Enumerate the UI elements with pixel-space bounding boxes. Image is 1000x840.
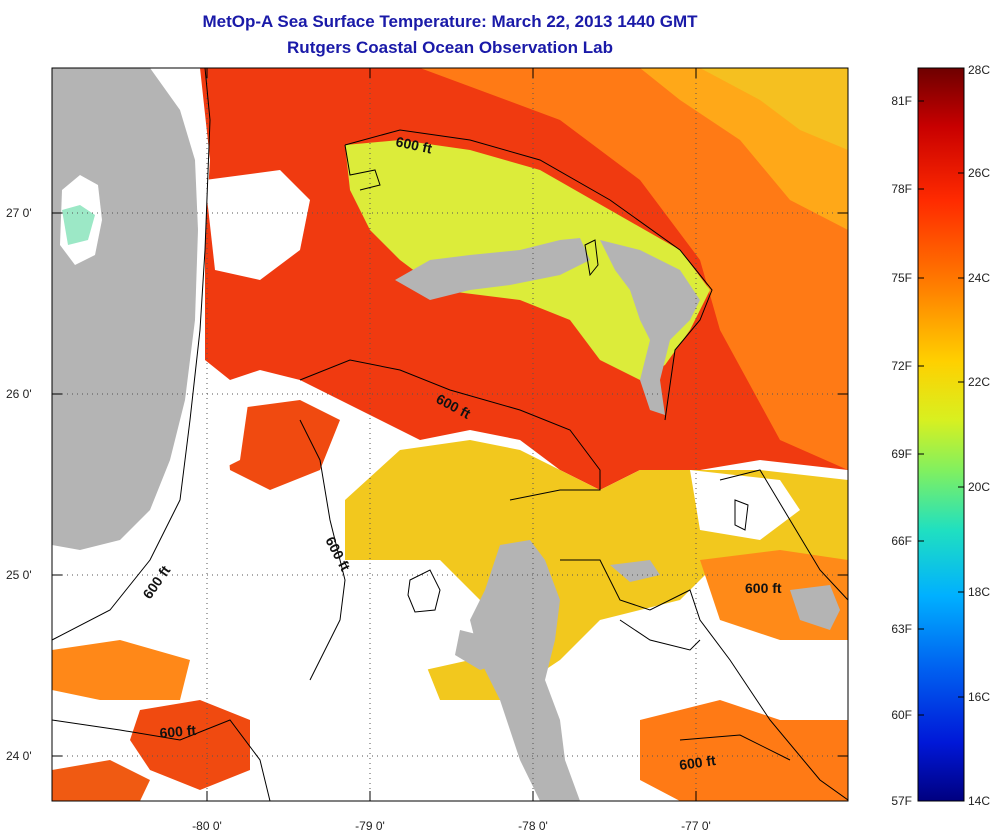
grand-bahama-land bbox=[395, 238, 590, 300]
cb-c-16: 16C bbox=[968, 690, 990, 704]
cb-c-18: 18C bbox=[968, 585, 990, 599]
cb-f-75: 75F bbox=[891, 271, 912, 285]
cb-c-24: 24C bbox=[968, 271, 990, 285]
yellow-water-region bbox=[700, 68, 848, 150]
cb-f-57: 57F bbox=[891, 794, 912, 808]
andros-land bbox=[470, 540, 580, 801]
cb-c-28: 28C bbox=[968, 63, 990, 77]
axis-ticks bbox=[52, 68, 848, 801]
cloud-patch-5 bbox=[220, 480, 340, 640]
eleuthera-land bbox=[790, 585, 840, 630]
map-title: MetOp-A Sea Surface Temperature: March 2… bbox=[202, 12, 698, 31]
contour-label-1: 600 ft bbox=[394, 133, 433, 156]
lat-tick-27: 27 0' bbox=[6, 206, 32, 220]
lon-tick-78: -78 0' bbox=[518, 819, 548, 833]
contour-label-6: 600 ft bbox=[159, 722, 197, 741]
cloud-patch-1 bbox=[205, 170, 310, 280]
orange-water-region bbox=[420, 68, 848, 470]
lon-tick-80: -80 0' bbox=[192, 819, 222, 833]
cb-c-26: 26C bbox=[968, 166, 990, 180]
cb-c-20: 20C bbox=[968, 480, 990, 494]
lake-water bbox=[62, 205, 95, 245]
red-patch-sw2 bbox=[52, 760, 150, 801]
red-patch-sw bbox=[130, 700, 250, 790]
cloud-patch-3 bbox=[330, 560, 480, 680]
red-patch-center bbox=[225, 400, 340, 490]
cb-f-69: 69F bbox=[891, 447, 912, 461]
colorbar: 81F 78F 75F 72F 69F 66F 63F 60F 57F 28C … bbox=[891, 63, 990, 808]
abaco-land bbox=[600, 240, 700, 415]
cb-f-66: 66F bbox=[891, 534, 912, 548]
cloud-patch-4 bbox=[690, 470, 800, 540]
cb-f-78: 78F bbox=[891, 182, 912, 196]
map-subtitle: Rutgers Coastal Ocean Observation Lab bbox=[287, 38, 613, 57]
cb-f-63: 63F bbox=[891, 622, 912, 636]
lat-tick-24: 24 0' bbox=[6, 749, 32, 763]
map-plot-area: 600 ft 600 ft 600 ft 600 ft 600 ft 600 f… bbox=[52, 68, 848, 801]
cb-c-22: 22C bbox=[968, 375, 990, 389]
orange-patch-west bbox=[52, 640, 190, 700]
lon-tick-79: -79 0' bbox=[355, 819, 385, 833]
lon-tick-77: -77 0' bbox=[681, 819, 711, 833]
lat-tick-26: 26 0' bbox=[6, 387, 32, 401]
cb-c-14: 14C bbox=[968, 794, 990, 808]
bathymetry-contours bbox=[52, 68, 848, 801]
andros-north-land bbox=[455, 630, 510, 670]
cb-f-60: 60F bbox=[891, 708, 912, 722]
map-frame bbox=[51, 67, 849, 802]
orange-patch-south bbox=[640, 700, 848, 801]
cb-f-72: 72F bbox=[891, 359, 912, 373]
lat-tick-25: 25 0' bbox=[6, 568, 32, 582]
contour-label-7: 600 ft bbox=[678, 752, 717, 773]
cb-f-81: 81F bbox=[891, 94, 912, 108]
colorbar-gradient bbox=[917, 67, 965, 802]
cloud-patch-2 bbox=[190, 390, 250, 480]
contour-label-5: 600 ft bbox=[745, 580, 782, 596]
new-providence-land bbox=[610, 560, 660, 582]
grid-lines bbox=[52, 68, 848, 801]
